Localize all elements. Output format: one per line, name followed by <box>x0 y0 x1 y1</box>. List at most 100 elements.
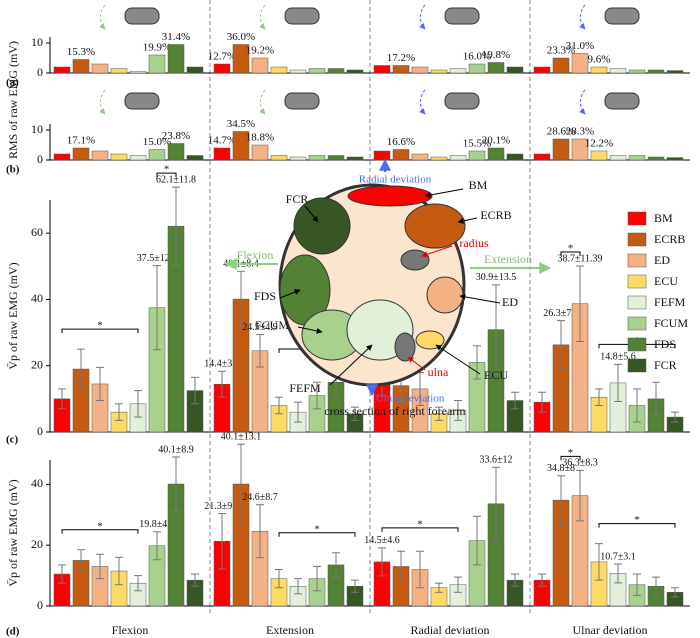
label: FDS <box>254 289 276 303</box>
error-bar <box>237 270 245 328</box>
significance-label: * <box>314 523 320 535</box>
error-bar <box>275 569 283 589</box>
bar <box>411 153 429 161</box>
legend-label: ECRB <box>654 232 685 246</box>
bar <box>373 150 391 161</box>
error-bar <box>191 573 199 587</box>
error-bar <box>313 381 321 410</box>
bar <box>468 63 486 74</box>
error-bar <box>313 565 321 592</box>
bar <box>53 66 71 74</box>
leader-lines <box>279 188 501 386</box>
percent-label: 20.1% <box>482 135 510 147</box>
y-tick-label: 20 <box>31 537 43 551</box>
error-bar <box>538 573 546 587</box>
error-bar <box>492 466 500 541</box>
error-bar <box>435 406 443 421</box>
value-label: 14.5±4.6 <box>364 535 400 546</box>
bar <box>148 54 166 74</box>
percent-label: 17.2% <box>387 52 415 64</box>
legend-label: BM <box>654 211 673 225</box>
bar <box>110 153 128 161</box>
ed-shape <box>426 276 464 314</box>
error-bar <box>153 531 161 561</box>
error-bar <box>557 475 565 525</box>
motion-arrow <box>259 4 266 30</box>
value-label: 14.8±5.6 <box>600 352 636 363</box>
error-bar <box>511 391 519 410</box>
error-bar <box>294 578 302 595</box>
radius-shape <box>400 249 430 271</box>
percent-label: 12.7% <box>208 51 236 63</box>
legend-label: FCR <box>654 358 677 372</box>
ulna-shape <box>394 332 416 362</box>
significance-bracket <box>61 328 139 334</box>
panel-label: (b) <box>6 164 20 176</box>
error-bar <box>595 543 603 581</box>
significance-bracket <box>61 529 139 534</box>
significance-bracket <box>598 523 676 528</box>
bar <box>487 147 505 161</box>
label: Radial deviation <box>359 174 432 186</box>
y-tick-label: 40 <box>31 476 43 490</box>
percent-label: 19.8% <box>482 49 510 61</box>
bar <box>506 153 524 161</box>
value-label: 34.8±8 <box>547 463 575 474</box>
x-tick-label: Ulnar deviation <box>573 623 648 637</box>
percent-label: 31.0% <box>566 40 594 52</box>
label: BM <box>469 178 488 192</box>
leader <box>421 245 453 258</box>
value-label: 19.8±4.6 <box>139 519 175 530</box>
bar <box>167 44 185 74</box>
error-bar <box>633 388 641 423</box>
motion-arrow <box>259 89 266 115</box>
significance-label: * <box>634 514 640 526</box>
significance-bracket <box>156 172 177 178</box>
label: ECU <box>484 368 508 382</box>
y-axis-title: V̄p of raw EMG (mV) <box>6 262 20 369</box>
bar <box>72 147 90 161</box>
bar <box>270 155 288 161</box>
charts: 0 10 (a)RMS of raw EMG (mV) 15.3% 19.9%31.4%… <box>6 0 690 638</box>
leader <box>435 344 481 375</box>
significance-bracket <box>278 532 356 537</box>
bar <box>308 155 326 161</box>
error-bar <box>671 411 679 423</box>
bar <box>609 68 627 74</box>
percent-label: 28.3% <box>566 126 594 138</box>
percent-label: 23.8% <box>162 130 190 142</box>
hand-icon <box>604 92 640 110</box>
error-bar <box>275 396 283 415</box>
bar <box>232 44 250 74</box>
value-label: 40.1±8.9 <box>158 444 194 455</box>
bar <box>628 155 646 161</box>
value-label: 14.4±3.9 <box>204 359 240 370</box>
bar <box>148 149 166 161</box>
error-bar <box>416 550 424 589</box>
percent-label: 16.0% <box>463 51 491 63</box>
error-bar <box>153 265 161 351</box>
x-tick-label: Extension <box>266 623 314 637</box>
y-tick-label: 10 <box>31 35 43 49</box>
value-label: 30.9±13.5 <box>476 272 517 283</box>
legend-swatch <box>627 274 647 289</box>
bar <box>167 143 185 161</box>
bar <box>53 153 71 161</box>
legend-label: FDS <box>654 337 676 351</box>
bar <box>571 138 589 161</box>
percent-label: 15.0% <box>143 136 171 148</box>
value-label: 37.5±12.7 <box>137 253 178 264</box>
value-label: 26.3±7.3 <box>543 308 579 319</box>
error-bar <box>538 391 546 413</box>
value-label: 38.7±11.39 <box>557 253 602 264</box>
label: FCR <box>286 192 309 206</box>
legend-label: FCUM <box>654 316 688 330</box>
error-bar <box>77 348 85 390</box>
leader <box>279 289 301 299</box>
value-label: 24.5±4.9 <box>242 322 278 333</box>
hand-icon <box>284 92 320 110</box>
error-bar <box>237 443 245 525</box>
leader <box>297 326 323 334</box>
error-bar <box>473 515 481 566</box>
